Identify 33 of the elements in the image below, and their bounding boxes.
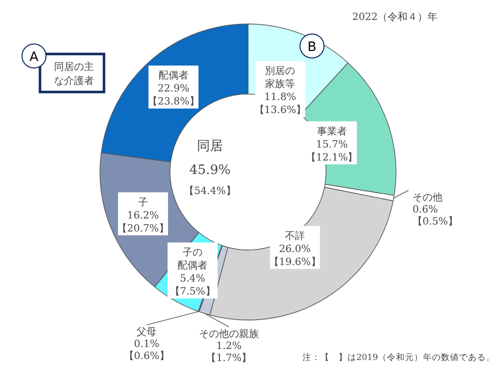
text: 注：【 】は2019（令和元）年の数値である。 <box>302 352 495 363</box>
data-label: 0.6% <box>412 204 438 216</box>
data-label: 26.0% <box>279 244 311 255</box>
data-label: 1.2% <box>216 340 242 352</box>
text: 【0.5%】 <box>412 215 458 228</box>
text: 【54.4%】 <box>184 185 236 197</box>
slice-label: 子の配偶者 <box>178 247 208 272</box>
slice-label: 配偶者 <box>158 70 188 82</box>
text: 【23.8%】 <box>148 96 200 108</box>
text: 【7.5%】 <box>170 285 216 298</box>
text: 【19.6%】 <box>269 256 321 268</box>
slice-label: 父母 <box>136 326 157 338</box>
data-label: 11.8% <box>264 92 296 104</box>
data-label: 15.7% <box>316 139 348 150</box>
text: 同居の主な介護者 <box>54 61 94 87</box>
text: 【12.1%】 <box>306 151 358 164</box>
text: 【20.7%】 <box>117 222 169 234</box>
chart-title: 2022（令和４）年 <box>352 11 438 23</box>
slice-label: その他の親族 <box>198 328 259 340</box>
slice-label: 別居の家族等 <box>265 66 296 90</box>
text: 45.9% <box>189 163 231 178</box>
data-label: 5.4% <box>180 273 206 284</box>
slice-label: 子 <box>138 197 148 208</box>
data-label: 0.1% <box>134 338 160 350</box>
data-label: 22.9% <box>158 84 190 95</box>
slice-label: 事業者 <box>316 125 347 138</box>
text: 同居 <box>197 139 223 154</box>
text: 【13.6%】 <box>254 104 306 116</box>
slice-label: 不詳 <box>284 230 305 242</box>
slice-label: その他 <box>412 191 442 204</box>
text: 【1.7%】 <box>206 352 252 364</box>
data-label: 16.2% <box>127 210 159 222</box>
text: 【0.6%】 <box>124 350 170 362</box>
